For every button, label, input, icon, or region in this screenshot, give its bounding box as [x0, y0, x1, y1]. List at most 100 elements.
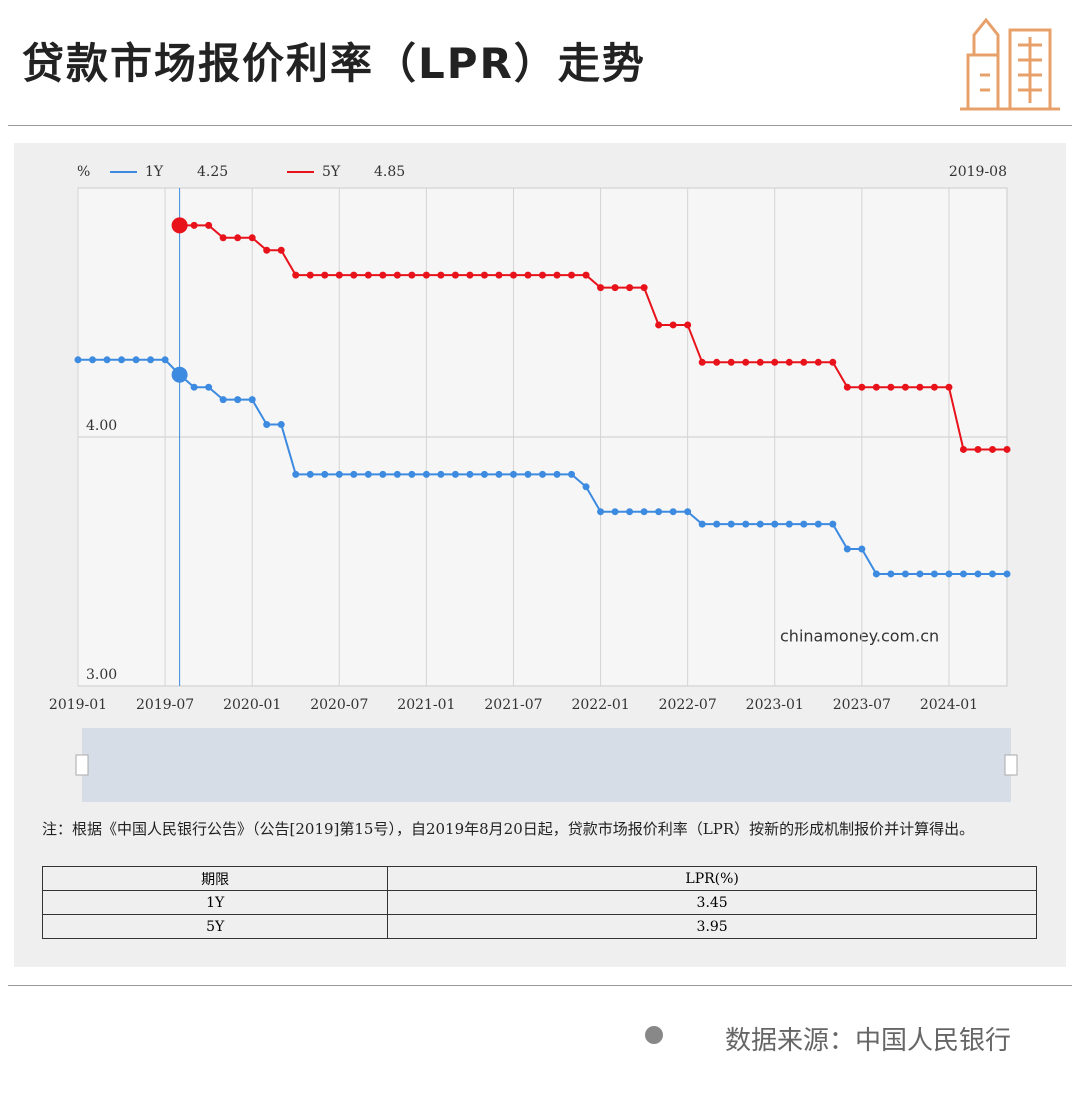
building-icon	[960, 17, 1060, 111]
point	[321, 470, 329, 478]
point	[858, 383, 866, 391]
navigator-handle	[75, 754, 89, 776]
tooltip-date: 2019-08	[949, 164, 1007, 180]
navigator-handle	[1004, 754, 1018, 776]
divider	[8, 985, 1072, 986]
point	[437, 271, 445, 279]
point	[524, 470, 532, 478]
table-cell: 3.45	[387, 890, 1037, 915]
point	[640, 508, 648, 516]
point	[437, 470, 445, 478]
legend-value: 4.85	[374, 164, 405, 180]
point	[161, 356, 169, 364]
navigator	[82, 728, 1011, 802]
point	[379, 271, 387, 279]
point	[930, 570, 938, 578]
point	[887, 570, 895, 578]
x-tick-label: 2022-07	[659, 697, 717, 713]
point	[568, 470, 576, 478]
point	[263, 246, 271, 254]
legend-value: 4.25	[197, 164, 228, 180]
point	[190, 221, 198, 229]
table-header: LPR(%)	[387, 866, 1037, 891]
point	[742, 520, 750, 528]
point	[814, 358, 822, 366]
table-cell: 3.95	[387, 914, 1037, 939]
point	[655, 321, 663, 329]
note: 注：根据《中国人民银行公告》（公告[2019]第15号），自2019年8月20日…	[42, 820, 975, 838]
point	[495, 470, 503, 478]
point	[234, 396, 242, 404]
highlight-point	[171, 366, 188, 383]
point	[248, 234, 256, 242]
point	[771, 520, 779, 528]
point	[466, 271, 474, 279]
point	[872, 570, 880, 578]
point	[974, 445, 982, 453]
point	[727, 520, 735, 528]
point	[800, 358, 808, 366]
x-tick-label: 2022-01	[571, 697, 629, 713]
point	[379, 470, 387, 478]
x-tick-label: 2020-01	[223, 697, 281, 713]
table-cell: 5Y	[41, 914, 389, 939]
point	[408, 271, 416, 279]
point	[582, 271, 590, 279]
point	[597, 508, 605, 516]
point	[219, 234, 227, 242]
point	[887, 383, 895, 391]
units-label: %	[77, 164, 90, 180]
bullet	[645, 1026, 663, 1044]
table-header: 期限	[41, 866, 389, 891]
x-tick-label: 2020-07	[310, 697, 368, 713]
x-tick-label: 2023-07	[833, 697, 891, 713]
table-cell: 1Y	[41, 890, 389, 915]
legend-label: 1Y	[145, 164, 164, 180]
point	[785, 358, 793, 366]
point	[393, 470, 401, 478]
point	[713, 520, 721, 528]
x-tick-label: 2021-07	[484, 697, 542, 713]
point	[684, 508, 692, 516]
point	[190, 383, 198, 391]
y-tick-label: 4.00	[86, 418, 117, 434]
point	[1003, 570, 1011, 578]
point	[655, 508, 663, 516]
point	[292, 470, 300, 478]
point	[147, 356, 155, 364]
point	[901, 570, 909, 578]
point	[916, 570, 924, 578]
watermark: chinamoney.com.cn	[780, 627, 939, 646]
point	[393, 271, 401, 279]
highlight-point	[171, 217, 188, 234]
divider	[8, 125, 1072, 126]
point	[698, 520, 706, 528]
point	[1003, 445, 1011, 453]
point	[292, 271, 300, 279]
point	[364, 271, 372, 279]
point	[597, 284, 605, 292]
point	[959, 570, 967, 578]
x-tick-label: 2024-01	[920, 697, 978, 713]
point	[872, 383, 880, 391]
point	[669, 508, 677, 516]
point	[306, 271, 314, 279]
point	[785, 520, 793, 528]
point	[364, 470, 372, 478]
point	[742, 358, 750, 366]
point	[205, 383, 213, 391]
point	[959, 445, 967, 453]
point	[466, 470, 474, 478]
point	[684, 321, 692, 329]
point	[132, 356, 140, 364]
point	[118, 356, 126, 364]
point	[814, 520, 822, 528]
point	[626, 284, 634, 292]
point	[103, 356, 111, 364]
point	[422, 470, 430, 478]
legend-label: 5Y	[322, 164, 341, 180]
point	[930, 383, 938, 391]
point	[306, 470, 314, 478]
point	[988, 570, 996, 578]
